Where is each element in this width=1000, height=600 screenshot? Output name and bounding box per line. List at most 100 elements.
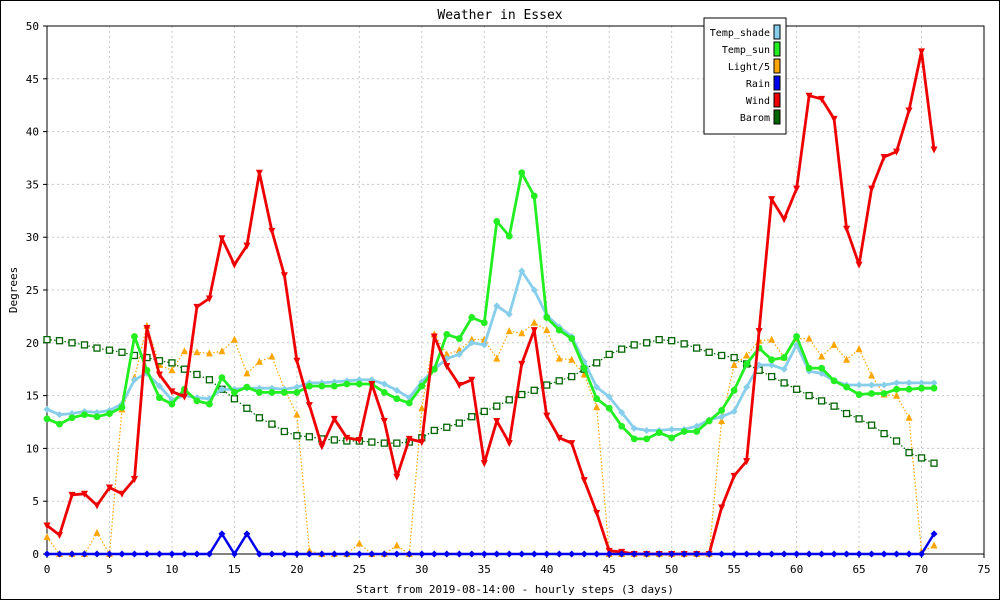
y-tick-label: 25 bbox=[26, 284, 39, 297]
light-5-point bbox=[818, 352, 826, 360]
barom-point bbox=[205, 376, 214, 384]
temp-shade-point bbox=[905, 379, 913, 387]
rain-line bbox=[47, 532, 936, 556]
light-5-point bbox=[355, 539, 363, 547]
temp-sun-point bbox=[555, 326, 563, 334]
light-5-point bbox=[868, 371, 876, 379]
wind-point bbox=[518, 360, 526, 368]
legend: Temp_shade Temp_sun Light/5 Rain Wind Barom bbox=[703, 17, 787, 135]
x-tick-label: 15 bbox=[228, 563, 241, 576]
barom-point bbox=[842, 409, 851, 418]
temp-shade-point bbox=[618, 408, 626, 416]
rain-point bbox=[155, 550, 163, 558]
temp-sun-point bbox=[730, 386, 738, 394]
barom-point bbox=[305, 433, 314, 441]
temp-sun-point bbox=[680, 428, 688, 435]
temp-shade-point bbox=[293, 383, 301, 391]
temp-shade-point bbox=[530, 286, 538, 294]
y-tick-label: 35 bbox=[26, 178, 39, 191]
temp-sun-point bbox=[168, 400, 176, 408]
light-5-point bbox=[743, 351, 751, 359]
rain-point bbox=[205, 550, 213, 558]
barom-point bbox=[468, 413, 476, 421]
light-5-line bbox=[46, 322, 935, 555]
x-tick-label: 55 bbox=[728, 563, 741, 576]
barom-point bbox=[455, 419, 463, 427]
rain-point bbox=[93, 550, 101, 558]
x-tick-label: 20 bbox=[290, 563, 303, 576]
rain-point bbox=[405, 550, 413, 558]
barom-point bbox=[917, 454, 926, 462]
light-5-point bbox=[543, 326, 551, 334]
temp-sun-point bbox=[231, 389, 238, 396]
legend-label-wind: Wind bbox=[746, 96, 770, 107]
light-5-point bbox=[768, 335, 776, 343]
wind-point bbox=[293, 357, 301, 365]
rain-point bbox=[55, 550, 63, 558]
barom-point bbox=[630, 341, 638, 349]
temp-sun-point bbox=[855, 391, 863, 398]
rain-point bbox=[243, 530, 251, 538]
rain-point bbox=[143, 550, 151, 558]
temp-sun-point bbox=[480, 319, 488, 327]
light-5-point bbox=[568, 355, 576, 363]
light-5-point bbox=[905, 413, 913, 421]
temp-sun-point bbox=[405, 399, 413, 407]
wind-point bbox=[505, 440, 513, 448]
rain-point bbox=[905, 550, 913, 558]
wind-point bbox=[405, 435, 413, 443]
light-5-point bbox=[718, 416, 726, 424]
legend-swatch-rain bbox=[773, 75, 781, 91]
light-5-point bbox=[180, 347, 188, 355]
rain-point bbox=[893, 550, 901, 558]
x-tick-label: 10 bbox=[165, 563, 178, 576]
barom-point bbox=[693, 344, 701, 352]
y-tick-label: 10 bbox=[26, 442, 39, 455]
axes: 0 5 10 15 20 25 30 35 40 45 50 55 60 65 70 75 0 5 10 15 20 25… bbox=[26, 20, 991, 576]
wind-point bbox=[243, 242, 251, 250]
temp-shade-point bbox=[630, 424, 638, 432]
rain-point bbox=[480, 550, 488, 558]
wind-point bbox=[493, 417, 501, 425]
temp-sun-point bbox=[355, 380, 363, 388]
barom-point bbox=[80, 341, 89, 349]
x-axis-label: Start from 2019-08-14:00 - hourly steps … bbox=[356, 583, 674, 596]
rain-point bbox=[305, 550, 313, 558]
legend-swatch-temp-shade bbox=[773, 24, 781, 40]
temp-sun-point bbox=[118, 403, 126, 411]
wind-line bbox=[46, 49, 936, 556]
rain-point bbox=[280, 550, 288, 558]
series-temp-sun bbox=[43, 169, 938, 443]
y-tick-label: 20 bbox=[26, 337, 39, 350]
rain-point bbox=[855, 550, 863, 558]
temp-sun-point bbox=[705, 417, 713, 425]
wind-point bbox=[143, 325, 151, 333]
wind-point bbox=[193, 303, 201, 311]
temp-sun-point bbox=[493, 217, 501, 225]
rain-point bbox=[705, 550, 713, 558]
light-5-point bbox=[268, 352, 276, 360]
rain-point bbox=[43, 550, 51, 558]
wind-point bbox=[868, 185, 876, 193]
y-tick-label: 40 bbox=[26, 126, 39, 139]
light-5-point bbox=[930, 541, 938, 549]
barom-point bbox=[105, 346, 114, 354]
x-tick-label: 30 bbox=[415, 563, 428, 576]
wind-point bbox=[780, 216, 788, 224]
barom-point bbox=[293, 432, 301, 440]
rain-point bbox=[543, 550, 551, 558]
temp-sun-point bbox=[293, 389, 301, 396]
barom-point bbox=[717, 351, 726, 360]
wind-point bbox=[393, 473, 401, 481]
rain-point bbox=[843, 550, 851, 558]
legend-label-rain: Rain bbox=[746, 79, 770, 90]
temp-sun-point bbox=[443, 330, 451, 338]
rain-point bbox=[180, 550, 188, 558]
barom-point bbox=[618, 345, 626, 353]
rain-point bbox=[568, 550, 576, 558]
barom-point bbox=[480, 407, 488, 416]
temp-sun-point bbox=[668, 434, 676, 442]
temp-sun-point bbox=[618, 422, 626, 430]
barom-point bbox=[230, 395, 239, 403]
